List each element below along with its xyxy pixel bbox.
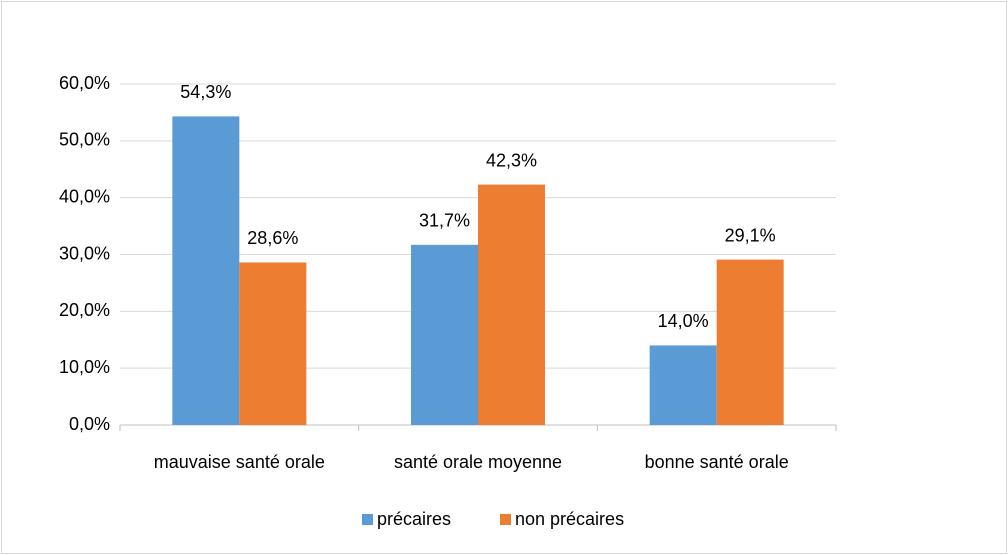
x-tick-label: santé orale moyenne xyxy=(394,452,562,472)
legend-swatch xyxy=(500,514,511,525)
y-tick-label: 60,0% xyxy=(59,73,110,93)
bar xyxy=(478,184,545,425)
x-tick-label: mauvaise santé orale xyxy=(154,452,325,472)
legend-swatch xyxy=(362,514,373,525)
legend-label: non précaires xyxy=(515,509,624,529)
x-tick-label: bonne santé orale xyxy=(645,452,789,472)
value-label: 29,1% xyxy=(725,225,776,245)
value-label: 54,3% xyxy=(180,82,231,102)
y-tick-label: 20,0% xyxy=(59,300,110,320)
bar xyxy=(649,345,717,425)
bar xyxy=(716,259,784,425)
value-label: 42,3% xyxy=(486,150,537,170)
bar xyxy=(172,116,240,426)
value-label: 14,0% xyxy=(658,311,709,331)
y-tick-label: 0,0% xyxy=(69,414,110,434)
y-tick-label: 10,0% xyxy=(59,357,110,377)
legend-label: précaires xyxy=(377,509,451,529)
y-tick-label: 50,0% xyxy=(59,130,110,150)
bar xyxy=(411,244,478,425)
y-tick-label: 30,0% xyxy=(59,243,110,263)
value-label: 31,7% xyxy=(419,211,470,231)
bar xyxy=(239,262,307,425)
y-tick-label: 40,0% xyxy=(59,186,110,206)
value-label: 28,6% xyxy=(247,228,298,248)
